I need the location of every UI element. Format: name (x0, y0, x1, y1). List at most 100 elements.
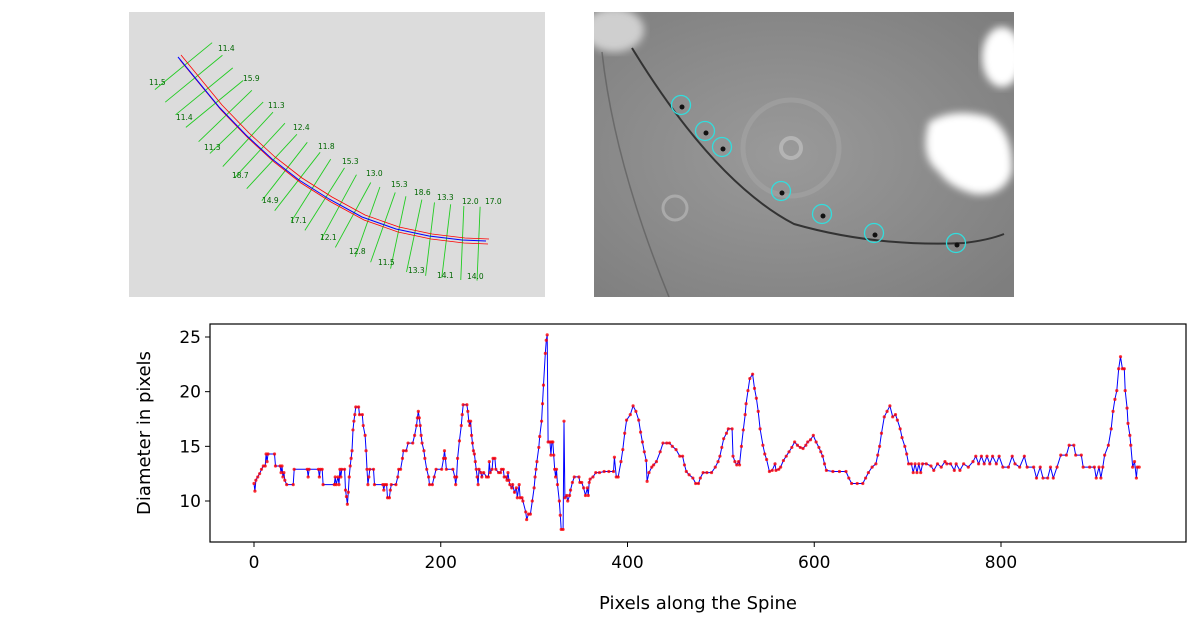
measurement-label: 13.3 (437, 193, 454, 202)
data-point (484, 475, 489, 479)
data-point (477, 467, 481, 471)
data-point (282, 470, 286, 475)
data-point (698, 476, 702, 480)
data-point (619, 460, 623, 464)
data-point (504, 475, 508, 479)
data-point (578, 480, 582, 485)
data-point (561, 527, 565, 532)
data-point (994, 462, 998, 466)
data-point (1081, 465, 1085, 469)
data-point (272, 452, 277, 456)
data-point (442, 449, 447, 453)
data-point (645, 479, 649, 483)
data-point (743, 413, 747, 417)
data-point (528, 512, 532, 516)
data-point (1006, 465, 1011, 469)
data-point (588, 477, 592, 481)
data-point (454, 483, 458, 487)
data-point (621, 448, 625, 452)
measurement-line (246, 133, 298, 189)
data-point (720, 445, 724, 450)
data-point (414, 423, 419, 428)
data-point (365, 467, 369, 471)
data-point (919, 470, 923, 475)
data-point (909, 462, 913, 466)
data-point (413, 433, 417, 437)
bright-cell-top-right (982, 27, 1022, 87)
data-point (356, 405, 361, 409)
data-point (737, 463, 742, 467)
data-point (292, 467, 296, 471)
data-point (320, 467, 324, 471)
data-point (1135, 465, 1139, 469)
data-point (487, 460, 491, 464)
microscopy-image-panel (584, 8, 1022, 298)
data-point (281, 475, 285, 479)
data-point (532, 486, 536, 490)
data-point (798, 445, 802, 450)
data-point (342, 467, 347, 471)
data-point (779, 465, 783, 469)
data-point (746, 388, 750, 393)
spine-measurement-panel: 11.5 11.4 11.4 15.9 11.3 11.3 18.7 12.4 14.9 11.8… (129, 12, 545, 297)
data-point (510, 486, 514, 490)
data-point (850, 481, 854, 486)
data-point (538, 434, 542, 439)
data-point (336, 475, 340, 479)
data-point (1001, 465, 1005, 469)
data-point (550, 440, 554, 444)
data-point (724, 431, 729, 435)
data-point (427, 475, 431, 479)
data-point (866, 470, 871, 475)
data-point (280, 464, 284, 468)
data-point (905, 452, 909, 456)
data-point (497, 470, 501, 475)
data-point (767, 469, 772, 474)
data-point (318, 467, 322, 471)
x-tick-label: 600 (798, 553, 830, 573)
data-point (459, 423, 463, 428)
data-point (888, 404, 892, 408)
data-point (371, 467, 376, 471)
data-point (530, 499, 534, 503)
data-point (1067, 443, 1071, 447)
data-point (790, 445, 794, 450)
data-point (1113, 397, 1117, 401)
data-point (401, 449, 405, 453)
data-point (611, 469, 616, 474)
data-point (404, 449, 408, 453)
measurement-label: 13.3 (408, 266, 425, 275)
secondary-fiber (601, 51, 670, 298)
data-point (647, 470, 651, 475)
data-point (801, 446, 805, 451)
data-point (758, 427, 762, 431)
data-point (804, 443, 808, 447)
data-point (383, 483, 387, 487)
data-point (285, 483, 289, 487)
data-point (900, 435, 904, 440)
measurement-label: 17.1 (290, 216, 307, 225)
measurement-line (320, 174, 357, 240)
dark-puncta (954, 242, 960, 248)
data-point (929, 464, 933, 468)
data-point (488, 470, 492, 475)
data-point (525, 517, 529, 522)
detected-puncta-marker (670, 94, 692, 116)
data-point (1101, 465, 1105, 469)
data-point (741, 428, 745, 432)
data-point (501, 467, 505, 471)
data-point (364, 449, 368, 453)
data-point (674, 448, 678, 452)
data-point (265, 460, 269, 464)
data-point (518, 496, 522, 500)
data-point (861, 481, 865, 486)
y-tick-label: 20 (179, 383, 201, 403)
data-point (351, 428, 355, 432)
data-point (317, 475, 321, 479)
data-point (346, 490, 350, 494)
data-point (1022, 454, 1026, 458)
measurement-label: 14.9 (262, 196, 279, 205)
data-point (917, 462, 921, 466)
diameter-series-line (253, 334, 1140, 530)
data-point (479, 470, 483, 475)
